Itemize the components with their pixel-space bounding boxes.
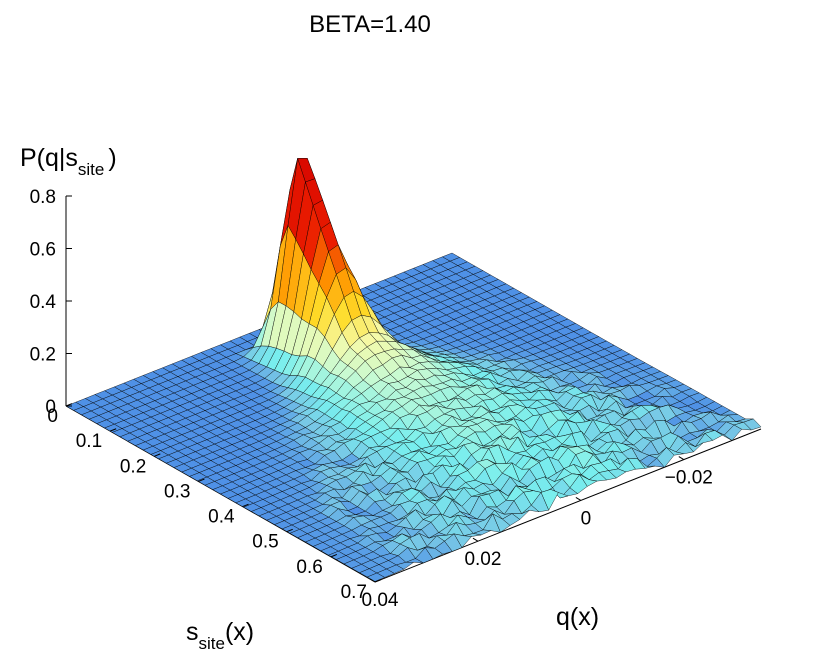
y-axis-title: ssite(x) xyxy=(186,618,254,653)
x-tick xyxy=(369,578,376,583)
z-axis-title-main: P(q|s xyxy=(20,144,78,172)
tick-marks: 0 0.2 0.4 0.6 0.8 0 0.1 0.2 0.3 0.4 0.5 0.6 0.70.04 0… xyxy=(30,187,713,611)
y-tick-label: 0 xyxy=(47,406,58,427)
y-tick xyxy=(286,528,293,533)
y-axis-title-tail: (x) xyxy=(225,618,254,646)
y-tick xyxy=(109,428,117,432)
y-axis-title-main: s xyxy=(186,618,199,646)
y-tick-label: 0.7 xyxy=(341,582,367,603)
y-axis-title-sub: site xyxy=(199,634,225,653)
z-tick-label: 0.8 xyxy=(30,187,56,208)
chart-title: BETA=1.40 xyxy=(309,11,431,38)
x-tick xyxy=(678,456,685,461)
y-tick-label: 0.4 xyxy=(208,507,235,528)
x-tick-label: 0.02 xyxy=(464,549,501,570)
y-tick-label: 0.6 xyxy=(296,557,322,578)
x-tick xyxy=(575,496,582,501)
y-tick-label: 0.5 xyxy=(252,532,278,553)
y-tick xyxy=(330,553,338,558)
y-tick xyxy=(198,478,205,482)
z-axis-title: P(q|ssite) xyxy=(20,144,117,179)
z-tick-label: 0 xyxy=(45,397,56,418)
y-tick xyxy=(154,453,161,457)
z-axis-title-sub: site xyxy=(78,160,104,179)
y-tick xyxy=(374,579,382,583)
y-tick xyxy=(242,503,249,508)
x-tick-label: −0.02 xyxy=(665,468,713,489)
x-tick-label: 0.04 xyxy=(362,590,399,611)
z-tick-label: 0.6 xyxy=(30,240,56,261)
x-axis-title: q(x) xyxy=(556,603,599,631)
y-tick xyxy=(65,403,73,407)
y-tick-label: 0.2 xyxy=(120,456,146,477)
z-tick-label: 0.4 xyxy=(30,292,57,313)
z-tick-label: 0.2 xyxy=(30,345,56,366)
x-tick xyxy=(472,537,479,542)
x-tick-label: 0 xyxy=(581,508,592,529)
surface-mesh xyxy=(65,158,762,582)
y-tick-label: 0.3 xyxy=(164,481,190,502)
x-axis-line xyxy=(374,428,762,583)
z-axis-title-close: ) xyxy=(108,144,116,172)
y-tick-label: 0.1 xyxy=(76,431,102,452)
